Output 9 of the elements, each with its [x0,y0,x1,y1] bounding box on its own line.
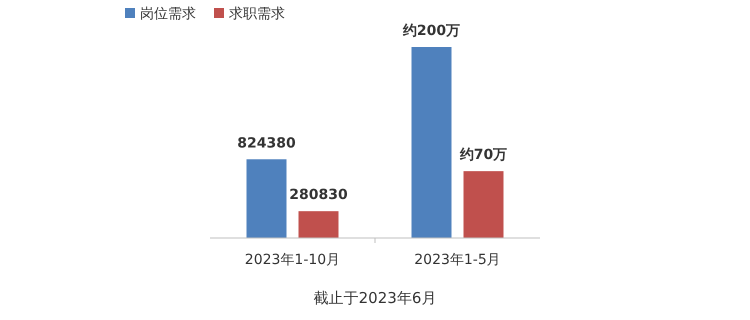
data-label: 824380 [237,135,296,152]
data-label: 约70万 [458,147,508,164]
x-tick-label: 2023年1-5月 [414,252,501,268]
legend-label: 求职需求 [229,6,285,22]
text: 截止于2023年6月 [314,289,436,307]
legend-label: 岗位需求 [140,6,196,22]
data-label: 280830 [289,187,348,204]
data-label: 约200万 [402,23,460,39]
x-tick-label: 2023年1-10月 [244,252,340,268]
